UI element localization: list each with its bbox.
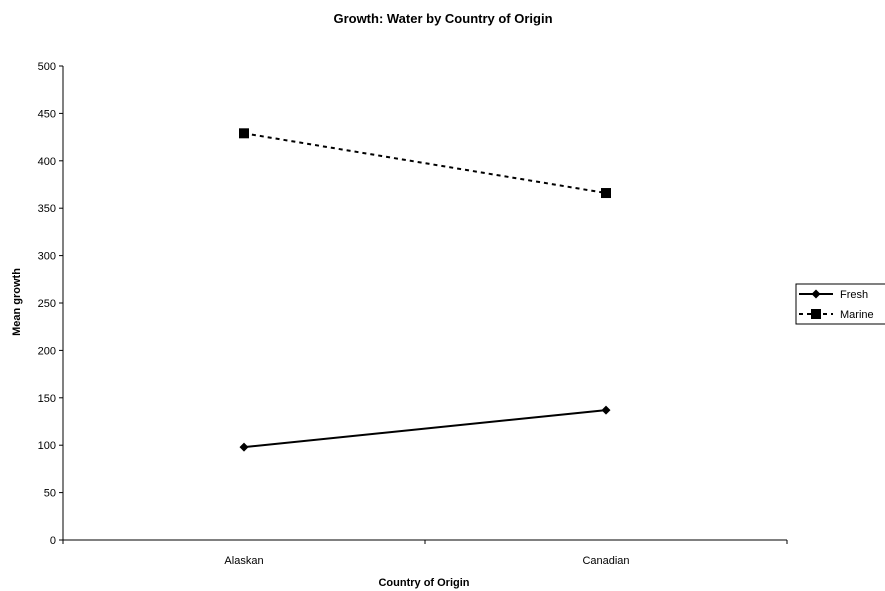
y-tick-label: 150 — [38, 393, 56, 405]
y-tick-label: 100 — [38, 440, 56, 452]
y-tick-label: 400 — [38, 156, 56, 168]
y-axis-ticks: 0 50 100 150 200 250 300 350 400 450 500 — [38, 61, 63, 547]
y-tick-label: 350 — [38, 203, 56, 215]
legend-label: Fresh — [840, 289, 868, 301]
data-point — [239, 128, 249, 139]
data-point — [601, 405, 611, 415]
x-axis-ticks: Alaskan Canadian — [62, 540, 788, 567]
y-tick-label: 50 — [44, 488, 56, 500]
x-axis-title: Country of Origin — [378, 577, 469, 589]
legend-marker — [811, 289, 821, 299]
legend-box — [795, 283, 885, 325]
x-tick-label: Alaskan — [224, 555, 263, 567]
x-tick-label: Canadian — [582, 555, 629, 567]
series-fresh — [239, 405, 611, 452]
y-tick-label: 500 — [38, 61, 56, 73]
legend-marker — [811, 309, 821, 319]
series-layer — [239, 128, 611, 452]
series-line — [243, 409, 607, 449]
chart-title: Growth: Water by Country of Origin — [333, 11, 552, 26]
legend-label: Marine — [840, 309, 874, 321]
series-line — [243, 132, 607, 195]
legend: Fresh Marine — [795, 283, 885, 325]
y-tick-label: 0 — [50, 535, 56, 547]
y-tick-label: 200 — [38, 345, 56, 357]
series-marine — [239, 128, 611, 199]
data-point — [601, 188, 611, 199]
y-tick-label: 250 — [38, 298, 56, 310]
y-tick-label: 450 — [38, 108, 56, 120]
data-point — [239, 442, 249, 452]
y-tick-label: 300 — [38, 251, 56, 263]
y-axis-title: Mean growth — [11, 268, 23, 336]
